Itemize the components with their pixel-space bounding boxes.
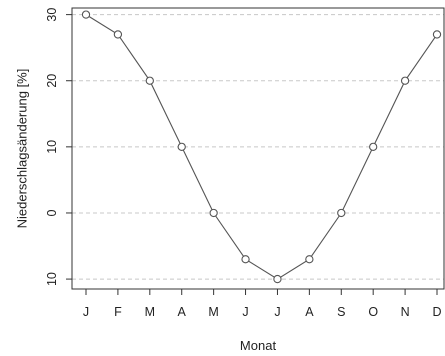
data-point [81,10,91,19]
x-tick-label: F [114,305,122,319]
x-tick-label: J [83,305,89,319]
data-series [81,10,442,284]
y-tick-label: 0 [45,209,59,216]
y-tick-label: 20 [45,74,59,88]
series-line [85,14,438,280]
data-point [145,76,154,85]
data-point [177,142,186,151]
data-point [209,208,218,218]
y-axis-title: Niederschlagsänderung [%] [15,69,30,229]
data-point [305,255,314,264]
y-tick-label: 10 [45,272,59,286]
y-tick-label: 30 [45,8,59,22]
x-tick-label: J [274,305,280,319]
data-point [369,142,378,151]
data-point [273,274,282,284]
x-tick-label: A [305,305,314,319]
grid-lines [72,14,444,280]
x-tick-label: O [368,305,378,319]
data-point [337,208,346,218]
plot-frame [71,7,445,290]
x-tick-label: S [337,305,345,319]
x-axis-title: Monat [240,338,277,353]
x-tick-label: D [432,305,441,319]
data-point [113,30,123,39]
data-point [241,255,250,264]
y-tick-label: 10 [45,140,59,154]
data-point [432,30,442,39]
x-tick-label: M [145,305,155,319]
x-tick-label: M [208,305,218,319]
x-tick-label: A [178,305,187,319]
x-tick-label: J [242,305,248,319]
x-tick-label: N [401,305,410,319]
y-axis-ticks: 10 0 10 20 30 [45,8,72,286]
data-point [400,76,410,85]
